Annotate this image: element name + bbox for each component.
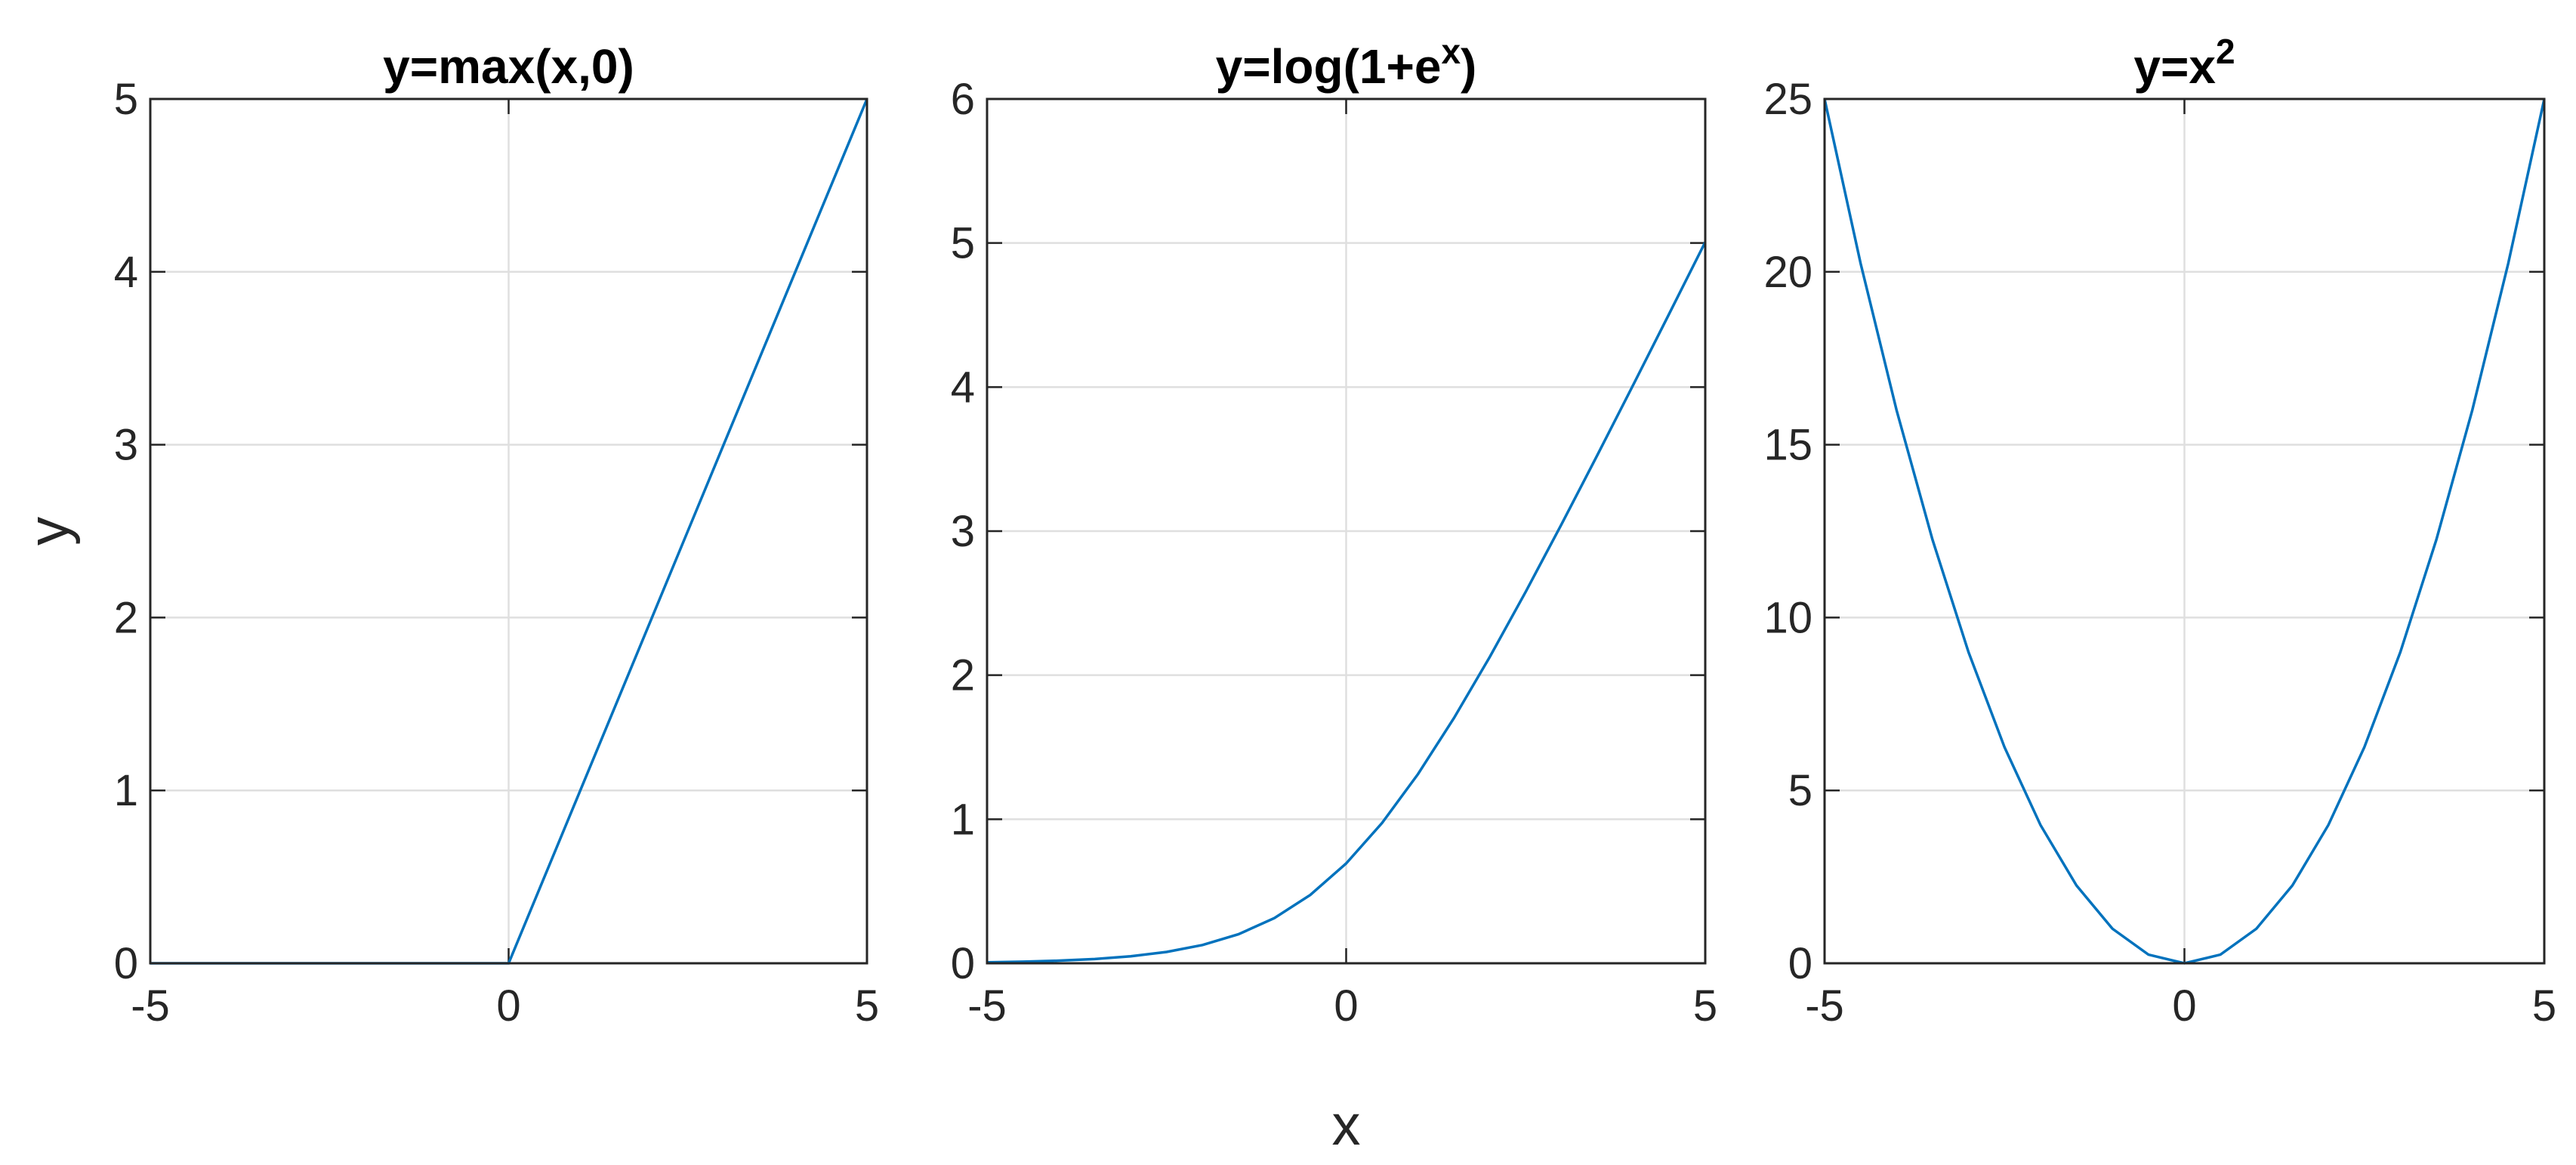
x-tick-label: 0	[1334, 981, 1358, 1031]
y-tick-label: 3	[114, 421, 138, 470]
y-tick-label: 5	[951, 219, 975, 268]
y-tick-label: 1	[951, 795, 975, 844]
y-tick-label: 5	[1788, 766, 1812, 815]
x-tick-label: 0	[496, 981, 520, 1031]
y-tick-label: 2	[114, 593, 138, 642]
x-tick-label: 5	[2532, 981, 2556, 1031]
title-sup: x	[1441, 32, 1461, 71]
chart-title: y=x2	[2133, 32, 2235, 94]
title-base: y=x	[2133, 39, 2216, 94]
y-tick-label: 3	[951, 507, 975, 556]
data-line	[986, 241, 1707, 964]
y-tick-label: 2	[951, 651, 975, 700]
axes-box	[986, 97, 1707, 965]
x-tick-label: 5	[855, 981, 879, 1031]
y-tick-label: 25	[1763, 75, 1812, 124]
x-tick-label: -5	[131, 981, 170, 1031]
y-tick-label: 4	[951, 363, 975, 412]
y-tick-label: 5	[114, 75, 138, 124]
x-tick-label: -5	[1805, 981, 1844, 1031]
y-tick-label: 4	[114, 248, 138, 297]
x-tick-label: 5	[1693, 981, 1717, 1031]
chart-title: y=max(x,0)	[383, 39, 634, 94]
title-base: y=log(1+e	[1216, 39, 1442, 94]
x-tick-label: -5	[967, 981, 1007, 1031]
y-tick-label: 20	[1763, 248, 1812, 297]
y-axis-label: y	[17, 517, 81, 545]
axes-box	[149, 97, 868, 965]
x-axis-label: x	[1332, 1093, 1361, 1157]
y-tick-label: 0	[1788, 939, 1812, 988]
y-tick-label: 1	[114, 766, 138, 815]
y-tick-label: 0	[114, 939, 138, 988]
axes-box	[1823, 97, 2546, 965]
title-sup: 2	[2216, 32, 2235, 71]
title-tail: )	[1461, 39, 1476, 94]
y-tick-label: 0	[951, 939, 975, 988]
y-tick-label: 10	[1763, 593, 1812, 642]
y-tick-label: 6	[951, 75, 975, 124]
chart-title: y=log(1+ex)	[1216, 32, 1477, 94]
y-tick-label: 15	[1763, 421, 1812, 470]
x-tick-label: 0	[2172, 981, 2196, 1031]
